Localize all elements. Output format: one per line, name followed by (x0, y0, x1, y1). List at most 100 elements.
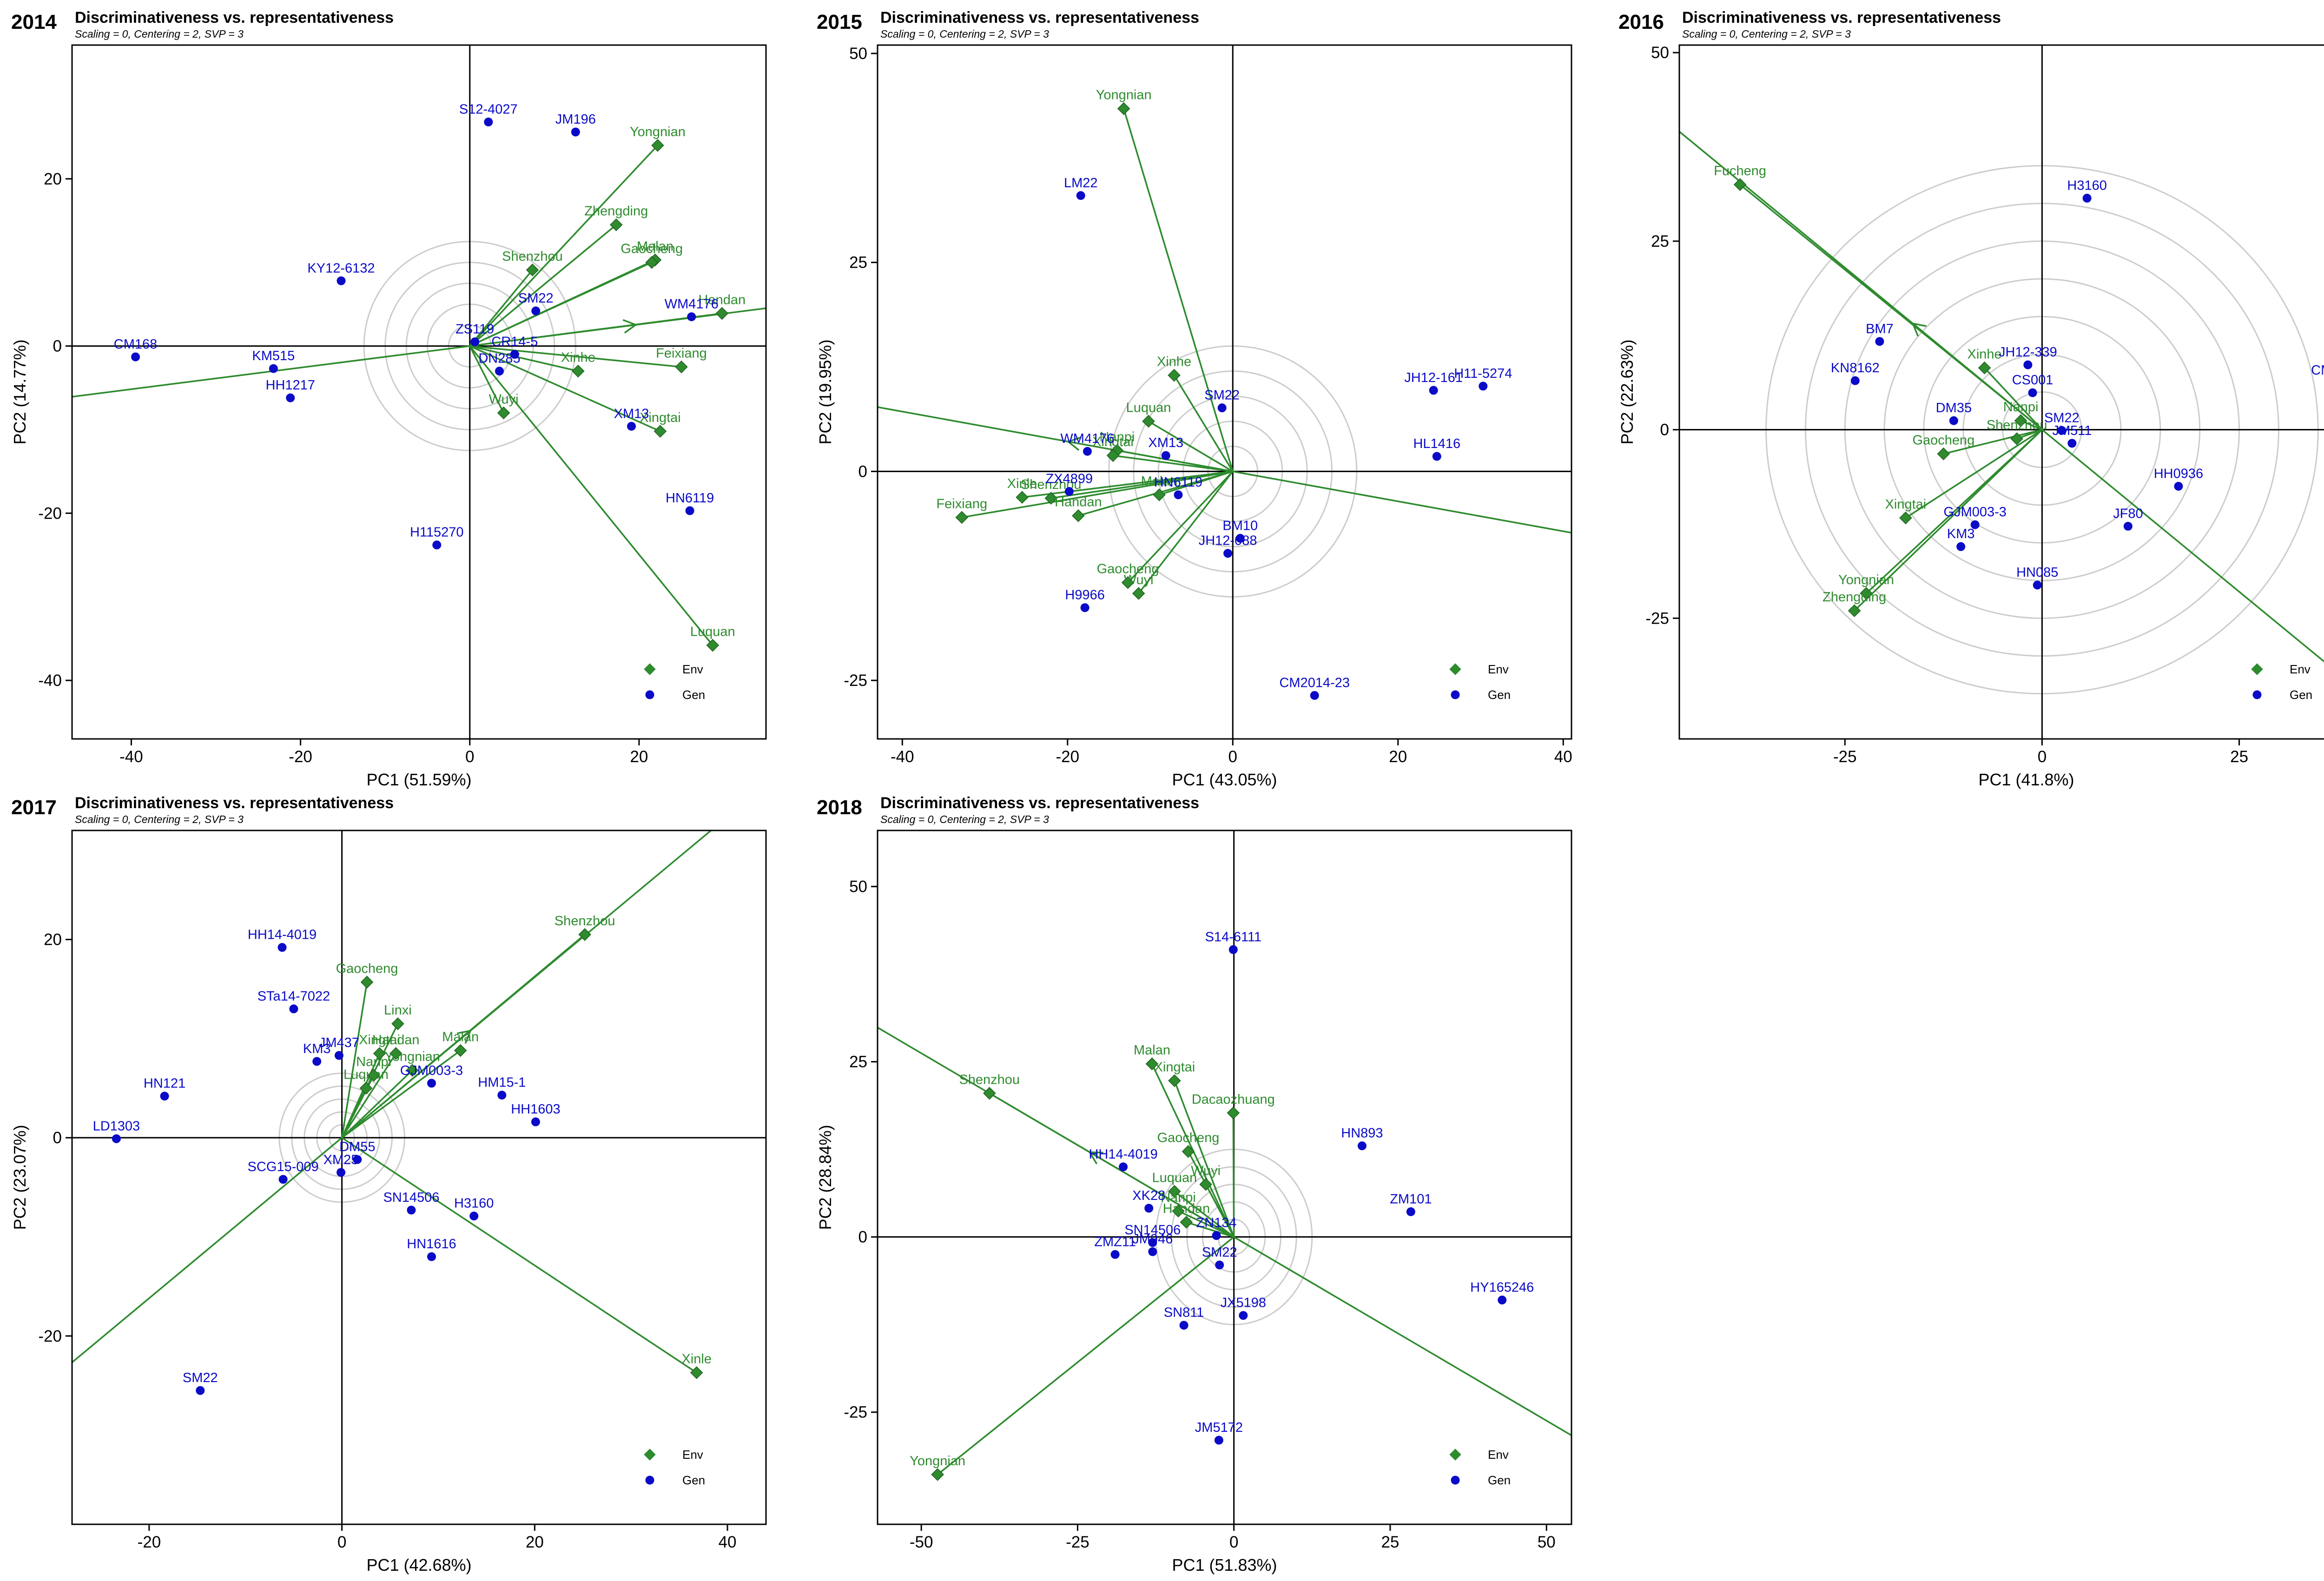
gen-point-lm22 (1076, 191, 1085, 200)
env-label-shenzhou: Shenzhou (502, 249, 563, 264)
gen-label-lm22: LM22 (1064, 176, 1098, 191)
gen-label-jx5198: JX5198 (1221, 1296, 1266, 1311)
gen-point-cr14-5 (510, 350, 519, 359)
env-label-luquan: Luquan (1152, 1171, 1197, 1186)
env-label-linxi: Linxi (384, 1003, 412, 1018)
gen-point-jm5172 (1214, 1436, 1223, 1445)
gen-label-gjm003-3: GJM003-3 (400, 1063, 463, 1078)
env-vector-dacaozhuang (1232, 1113, 1235, 1237)
env-vector-luquan (1148, 420, 1234, 472)
env-marker-feixiang (675, 360, 688, 374)
gen-label-ky12-6132: KY12-6132 (307, 261, 375, 276)
env-marker-malan (1145, 1057, 1159, 1070)
y-tick-label: 0 (858, 1228, 867, 1246)
env-label-malan: Malan (442, 1029, 479, 1044)
env-marker-malan (1153, 488, 1166, 501)
env-vector-gaocheng (1943, 428, 2042, 455)
gen-point-s14-6111 (1228, 945, 1238, 954)
env-label-handan: Handan (372, 1033, 420, 1047)
gen-point-hn121 (160, 1092, 169, 1101)
env-vector-malan (341, 1050, 461, 1139)
gen-point-hm15-1 (497, 1090, 507, 1100)
gen-point-hh0936 (2174, 481, 2183, 491)
gen-label-hn6119: HN6119 (666, 491, 714, 506)
env-vector-yongnian (341, 1069, 413, 1139)
gen-label-sta14-7022: STa14-7022 (257, 989, 330, 1004)
env-marker-yongnian (1117, 102, 1130, 115)
legend-env-marker (644, 1449, 656, 1461)
gen-label-cm2013-1: CM2013-1 (2311, 363, 2324, 378)
x-tick-label: 20 (1389, 748, 1407, 766)
panel-year-label: 2018 (817, 796, 862, 819)
gen-point-jh12-088 (1223, 549, 1233, 558)
y-tick-label: 0 (53, 337, 62, 356)
gen-point-jm196 (571, 127, 580, 137)
env-marker-xingtai (1168, 1074, 1181, 1087)
env-marker-gaocheng (645, 256, 658, 269)
x-tick-label: 25 (2230, 748, 2248, 766)
env-vector-zhengding (469, 224, 617, 347)
env-label-nanpi: Nanpi (1161, 1190, 1196, 1205)
env-marker-handan (389, 1047, 403, 1060)
legend-gen-marker (1451, 690, 1460, 699)
gen-point-s12-4027 (484, 117, 493, 126)
gen-point-hh1603 (531, 1117, 540, 1126)
x-tick-label: 0 (337, 1533, 346, 1551)
x-tick-label: 0 (1229, 1533, 1238, 1551)
plot-area-2018: Shenzhou Malan Xingtai Dacaozhuang Gaocheng W… (878, 830, 1571, 1524)
env-vector-nanpi (1117, 449, 1233, 473)
gen-point-km515 (269, 364, 278, 373)
y-tick-label: 20 (44, 170, 62, 188)
gen-label-xm25: XM25 (324, 1153, 359, 1167)
gen-point-sn14506 (407, 1206, 416, 1215)
gen-label-km515: KM515 (252, 349, 295, 363)
env-vector-wuyi (1205, 1184, 1235, 1238)
gen-label-hl1416: HL1416 (1413, 436, 1460, 451)
gen-label-s12-4027: S12-4027 (459, 102, 518, 117)
x-axis-label: PC1 (51.59%) (366, 770, 471, 789)
gen-point-jh12-161 (1429, 386, 1438, 395)
env-vector-handan (1186, 1221, 1235, 1238)
gen-label-hh1217: HH1217 (266, 378, 315, 393)
gen-label-kn8162: KN8162 (1831, 361, 1880, 375)
x-tick-label: 0 (465, 748, 474, 766)
gen-label-xm13: XM13 (1148, 435, 1183, 450)
legend-env-label: Env (2290, 662, 2311, 676)
env-vector-xinhe (1173, 375, 1234, 472)
y-tick-label: 25 (1651, 232, 1669, 250)
env-marker-luquan (359, 1081, 373, 1095)
env-vector-luquan (1174, 1191, 1235, 1238)
gen-label-h11-5274: H11-5274 (1454, 366, 1512, 381)
env-marker-zhengding (1848, 604, 1861, 617)
average-environment-axis (1679, 131, 2324, 663)
x-tick-label: -20 (138, 1533, 161, 1551)
gen-label-wm4176: WM4176 (1060, 431, 1114, 446)
gen-label-bm7: BM7 (1866, 322, 1894, 336)
gen-point-cs001 (2028, 388, 2037, 397)
env-label-feixiang: Feixiang (656, 346, 707, 361)
gen-label-jh12-088: JH12-088 (1199, 534, 1257, 548)
panel-year-label: 2015 (817, 11, 862, 33)
gen-label-jm511: JM511 (2052, 423, 2092, 438)
env-vector-fucheng (1739, 184, 2043, 431)
env-marker-nanpi (1172, 1205, 1185, 1218)
x-tick-label: 20 (630, 748, 648, 766)
panel-year-label: 2017 (11, 796, 57, 819)
env-marker-nanpi (2014, 414, 2027, 427)
env-label-gaocheng: Gaocheng (621, 242, 683, 257)
gen-label-sm22: SM22 (518, 291, 554, 306)
env-marker-handan (1072, 509, 1085, 522)
env-marker-xinle (1016, 491, 1029, 504)
env-marker-xingtai (373, 1047, 386, 1060)
gen-label-zx4899: ZX4899 (1046, 472, 1093, 487)
x-tick-label: 40 (1554, 748, 1572, 766)
env-marker-shenzhou (578, 928, 591, 941)
gen-point-h3160 (2082, 193, 2092, 203)
gen-point-hn6119 (685, 506, 694, 515)
env-marker-xinhe (1978, 361, 1991, 375)
legend-gen-marker (645, 690, 654, 699)
gen-label-dm55: DM55 (339, 1140, 375, 1154)
env-label-fucheng: Fucheng (1714, 164, 1766, 178)
y-tick-label: 0 (1660, 421, 1669, 439)
